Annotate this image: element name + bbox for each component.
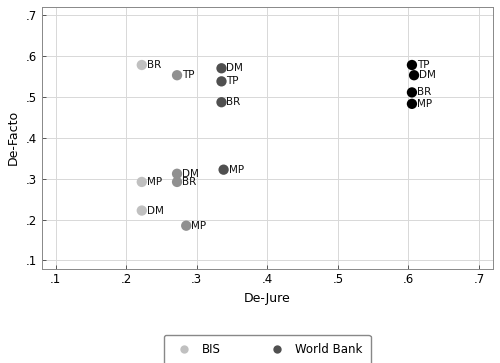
Point (173, 171, 181, 177)
Point (408, 101, 416, 107)
Point (138, 62, 146, 68)
Text: DM: DM (146, 205, 164, 216)
Point (218, 99, 226, 105)
Legend: BIS, OECD, World Bank, IMF: BIS, OECD, World Bank, IMF (164, 335, 370, 363)
X-axis label: De-Jure: De-Jure (244, 292, 290, 305)
Point (138, 179, 146, 185)
Text: MP: MP (191, 221, 206, 231)
Point (182, 223, 190, 229)
Point (408, 62, 416, 68)
Text: TP: TP (182, 70, 194, 80)
Point (220, 167, 228, 172)
Point (218, 78, 226, 84)
Point (173, 72, 181, 78)
Text: DM: DM (419, 70, 436, 80)
Point (218, 65, 226, 71)
Text: BR: BR (182, 177, 196, 187)
Point (173, 179, 181, 185)
Text: TP: TP (226, 76, 239, 86)
Point (138, 208, 146, 213)
Y-axis label: De-Facto: De-Facto (7, 110, 20, 165)
Point (408, 90, 416, 95)
Text: BR: BR (226, 97, 240, 107)
Text: DM: DM (226, 63, 244, 73)
Point (410, 72, 418, 78)
Text: TP: TP (417, 60, 430, 70)
Text: MP: MP (228, 165, 244, 175)
Text: MP: MP (146, 177, 162, 187)
Text: DM: DM (182, 169, 199, 179)
Text: MP: MP (417, 99, 432, 109)
Text: BR: BR (146, 60, 161, 70)
Text: BR: BR (417, 87, 431, 97)
